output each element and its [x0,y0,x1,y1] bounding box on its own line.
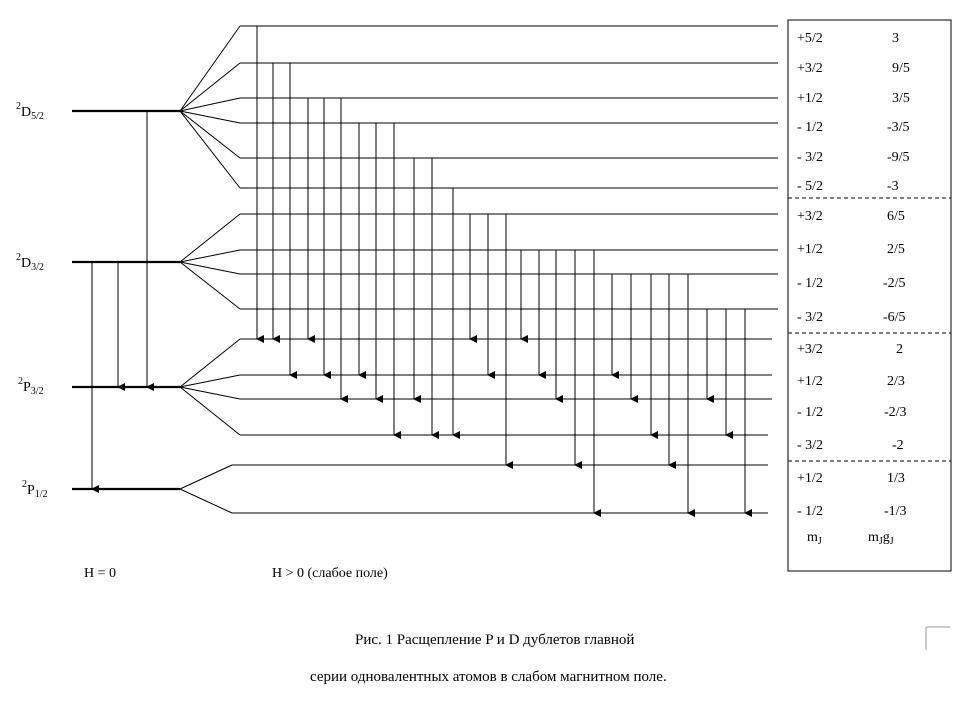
table-cell-mj: - 5/2 [797,179,823,194]
table-cell-mjgj: -2 [892,438,904,453]
sublevel-lines [232,25,778,514]
table-header-mj: mJ [807,530,822,547]
table-cell-mjgj: -1/3 [884,504,907,519]
table-cell-mjgj: 6/5 [887,209,905,224]
table-cell-mj: - 1/2 [797,120,823,135]
table-cell-mjgj: 3 [892,31,899,46]
table-cell-mjgj: -6/5 [883,310,906,325]
level-label-p32: 2P3/2 [18,376,44,397]
table-cell-mj: - 3/2 [797,310,823,325]
table-cell-mjgj: 2/3 [887,374,905,389]
weak-field-transitions [256,26,752,517]
table-cell-mj: +1/2 [797,471,823,486]
table-cell-mj: - 3/2 [797,438,823,453]
table-cell-mj: +3/2 [797,209,823,224]
table-cell-mjgj: -9/5 [887,150,910,165]
figure-caption-line2: серии одновалентных атомов в слабом магн… [310,669,667,685]
table-frame [787,19,952,572]
table-cell-mjgj: -3 [887,179,899,194]
table-cell-mj: - 1/2 [797,276,823,291]
table-cell-mj: +1/2 [797,374,823,389]
table-header-mjgj: mJgJ [868,530,894,547]
table-cell-mjgj: -3/5 [887,120,910,135]
level-label-p12: 2P1/2 [22,479,48,500]
weak-field-label: H > 0 (слабое поле) [272,566,388,581]
table-cell-mj: +1/2 [797,242,823,257]
table-cell-mjgj: -2/5 [883,276,906,291]
table-cell-mj: +3/2 [797,342,823,357]
table-cell-mj: +1/2 [797,91,823,106]
zero-field-levels [72,109,180,491]
table-cell-mj: +5/2 [797,31,823,46]
splitting-fans [179,25,241,514]
figure-caption-line1: Рис. 1 Расщепление P и D дублетов главно… [355,632,634,648]
level-label-d32: 2D3/2 [16,252,44,273]
table-cell-mjgj: 1/3 [887,471,905,486]
zero-field-label: H = 0 [84,566,116,581]
table-cell-mj: - 1/2 [797,405,823,420]
table-cell-mjgj: -2/3 [884,405,907,420]
corner-mark [925,626,950,650]
table-cell-mjgj: 9/5 [892,61,910,76]
quantum-number-table: +5/2 3 +3/2 9/5 +1/2 3/5 - 1/2 -3/5 - 3/… [787,19,952,572]
table-cell-mj: +3/2 [797,61,823,76]
zero-field-transitions [91,111,154,493]
table-cell-mj: - 3/2 [797,150,823,165]
level-label-d52: 2D5/2 [16,101,44,122]
table-cell-mjgj: 2/5 [887,242,905,257]
table-cell-mjgj: 3/5 [892,91,910,106]
table-cell-mjgj: 2 [896,342,903,357]
table-cell-mj: - 1/2 [797,504,823,519]
